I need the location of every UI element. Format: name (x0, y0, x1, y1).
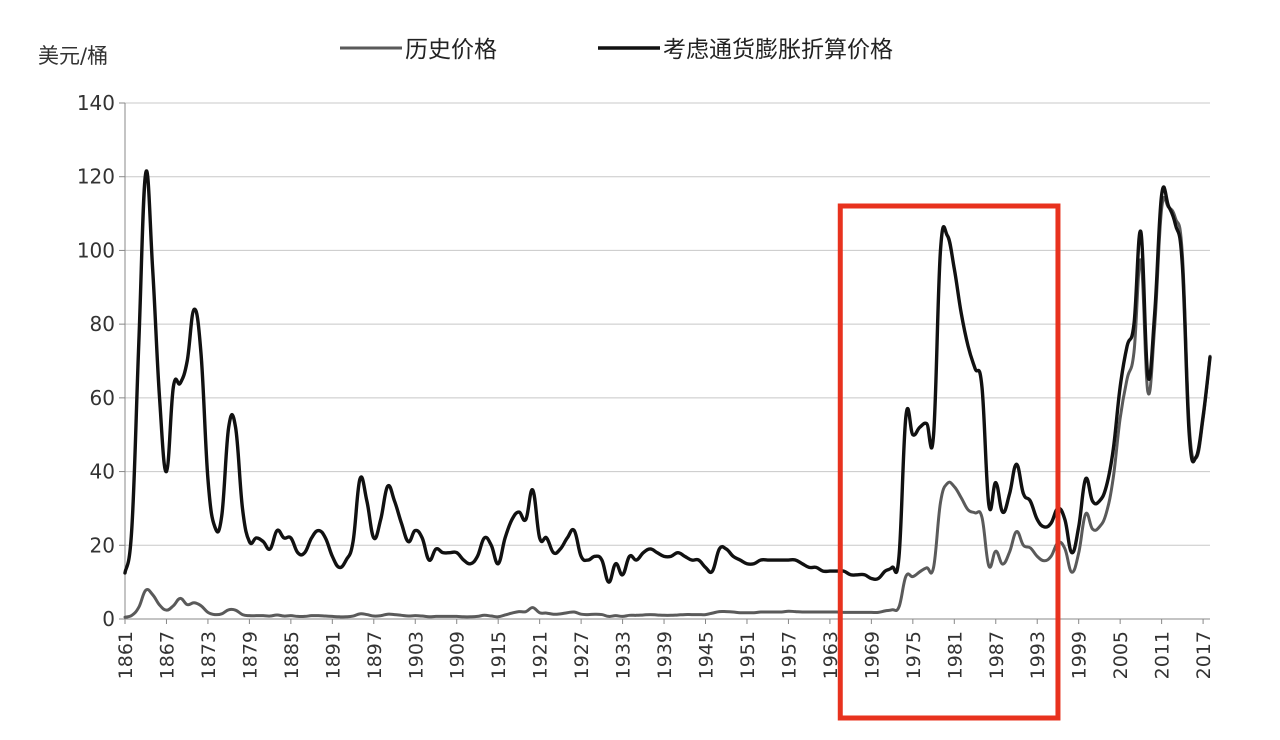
x-tick-label: 1987 (986, 631, 1008, 679)
x-tick-label: 1957 (778, 631, 800, 679)
x-tick-label: 1933 (613, 631, 635, 679)
x-tick-label: 2005 (1110, 631, 1132, 679)
y-tick-label: 140 (77, 91, 115, 115)
x-tick-label: 1993 (1027, 631, 1049, 679)
x-tick-label: 1963 (820, 631, 842, 679)
x-tick-label: 1975 (903, 631, 925, 679)
y-tick-label: 0 (102, 607, 115, 631)
legend: 历史价格 考虑通货膨胀折算价格 (340, 37, 893, 63)
x-tick-label: 2011 (1152, 631, 1174, 679)
x-tick-label: 1903 (405, 631, 427, 679)
legend-label-inflation-adjusted: 考虑通货膨胀折算价格 (663, 37, 893, 63)
series-inflation-adjusted-price (123, 169, 1212, 584)
x-tick-label: 1981 (944, 631, 966, 679)
x-tick-label: 1945 (696, 631, 718, 679)
y-tick-label: 60 (90, 386, 115, 410)
series-historical-price (123, 195, 1212, 619)
y-tick-label: 40 (90, 460, 115, 484)
grid (125, 102, 1210, 546)
x-tick-label: 1915 (488, 631, 510, 679)
x-tick-label: 1969 (861, 631, 883, 679)
x-tick-label: 1909 (447, 631, 469, 679)
x-axis: 1861 1867 1873 1879 1885 1891 1897 1903 1909 1915… (115, 618, 1215, 679)
x-tick-label: 1885 (281, 631, 303, 679)
x-tick-label: 1999 (1069, 631, 1091, 679)
highlight (837, 203, 1061, 721)
x-tick-label: 1861 (115, 631, 137, 679)
x-tick-label: 1873 (198, 631, 220, 679)
y-tick-label: 120 (77, 165, 115, 189)
x-tick-label: 1891 (322, 631, 344, 679)
x-tick-label: 1939 (654, 631, 676, 679)
x-tick-label: 1951 (737, 631, 759, 679)
y-tick-label: 100 (77, 238, 115, 262)
y-axis: 0 20 40 60 80 100 120 140 (77, 91, 126, 631)
x-tick-label: 1897 (364, 631, 386, 679)
y-tick-label: 20 (90, 533, 115, 557)
legend-label-historical: 历史价格 (405, 37, 497, 63)
series (123, 169, 1212, 619)
x-tick-label: 1879 (239, 631, 261, 679)
highlight-box (837, 203, 1061, 721)
x-tick-label: 1921 (530, 631, 552, 679)
y-tick-label: 80 (90, 312, 115, 336)
x-tick-label: 1867 (156, 631, 178, 679)
x-tick-label: 1927 (571, 631, 593, 679)
x-tick-label: 2017 (1193, 631, 1215, 679)
y-axis-label: 美元/桶 (38, 44, 108, 68)
